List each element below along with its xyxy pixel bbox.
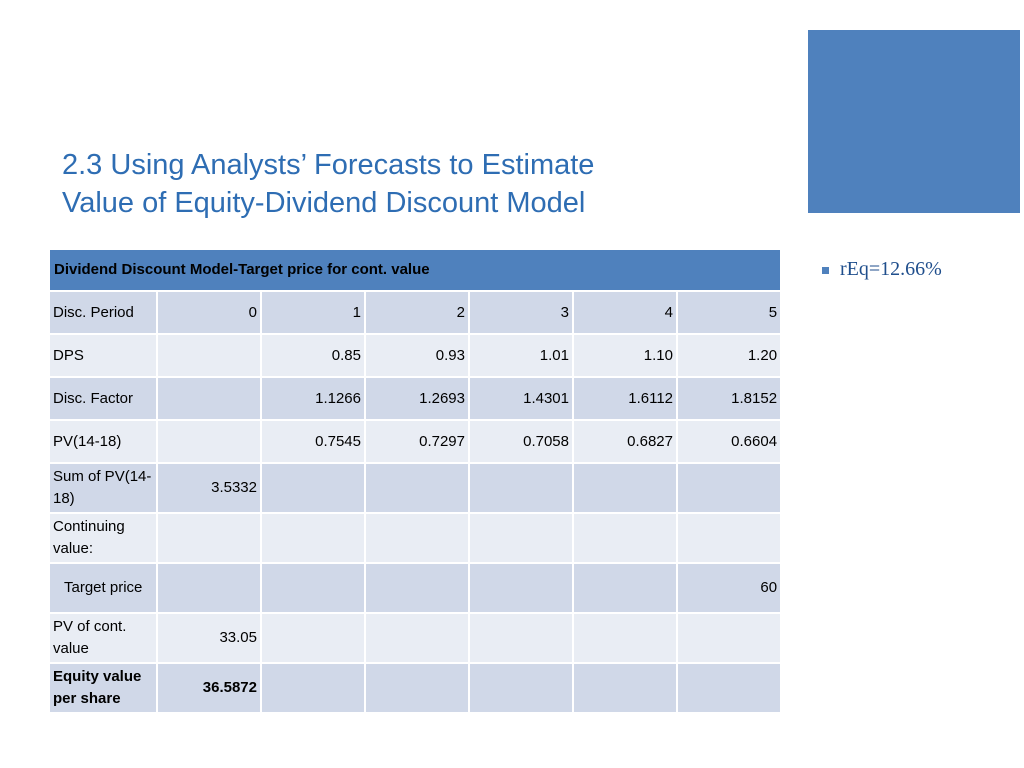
row-label: Target price [48,562,158,614]
table-cell [260,662,366,714]
table-cell: 0.85 [260,333,366,378]
table-cell [468,462,574,514]
table-cell [364,662,470,714]
table-header: Dividend Discount Model-Target price for… [47,248,783,292]
table-cell: 3.5332 [156,462,262,514]
table-row: Continuing value: [48,512,783,564]
table-cell [260,462,366,514]
table-cell [260,612,366,664]
table-cell: 3 [468,290,574,335]
table-cell: 0.6827 [572,419,678,464]
table-cell: 4 [572,290,678,335]
table-cell: 0 [156,290,262,335]
slide-title-line-1: 2.3 Using Analysts’ Forecasts to Estimat… [62,149,595,181]
table-cell [260,512,366,564]
table-cell [156,512,262,564]
table-cell: 36.5872 [156,662,262,714]
table-row: Disc. Period 0 1 2 3 4 5 [48,290,783,335]
row-label: Disc. Period [48,290,158,335]
table-cell [572,612,678,664]
table-cell [156,333,262,378]
table-cell: 0.7545 [260,419,366,464]
dividend-discount-table: Dividend Discount Model-Target price for… [47,248,783,714]
row-label: Equity value per share [48,662,158,714]
table-cell [364,612,470,664]
row-label: Continuing value: [48,512,158,564]
table-cell: 0.7058 [468,419,574,464]
table-row: Sum of PV(14-18) 3.5332 [48,462,783,514]
table-cell: 1.10 [572,333,678,378]
bullet-square-icon [822,266,829,274]
table-cell: 1.4301 [468,376,574,421]
table-cell [260,562,366,614]
table-row: Equity value per share 36.5872 [48,662,783,714]
table-cell [156,562,262,614]
table-cell: 1.2693 [364,376,470,421]
table-cell: 2 [364,290,470,335]
row-label: PV(14-18) [48,419,158,464]
table-cell [468,562,574,614]
table-header-row: Dividend Discount Model-Target price for… [47,248,783,292]
table-cell: 0.6604 [675,419,783,464]
table-cell [364,512,470,564]
table-cell: 0.93 [364,333,470,378]
table-row: Disc. Factor 1.1266 1.2693 1.4301 1.6112… [48,376,783,421]
table-cell [572,562,678,614]
table-cell [572,462,678,514]
table-cell [156,419,262,464]
table-cell: 0.7297 [364,419,470,464]
row-label: PV of cont. value [48,612,158,664]
table-cell: 60 [675,562,783,614]
table-cell: 1.8152 [675,376,783,421]
table-cell [364,562,470,614]
table-row: DPS 0.85 0.93 1.01 1.10 1.20 [48,333,783,378]
table-cell [468,512,574,564]
table-cell [572,662,678,714]
table-cell: 33.05 [156,612,262,664]
table-cell: 5 [675,290,783,335]
table-cell: 1.01 [468,333,574,378]
table-cell [675,512,783,564]
table-row: PV of cont. value 33.05 [48,612,783,664]
table-cell: 1.20 [675,333,783,378]
row-label: Sum of PV(14-18) [48,462,158,514]
table-cell [675,612,783,664]
table-cell [364,462,470,514]
bullet-item: rEq=12.66% [822,258,942,281]
table-cell [675,462,783,514]
table-cell [468,612,574,664]
accent-block [808,30,1020,213]
table-cell: 1.6112 [572,376,678,421]
table-row: PV(14-18) 0.7545 0.7297 0.7058 0.6827 0.… [48,419,783,464]
table-cell [468,662,574,714]
table-row: Target price 60 [48,562,783,614]
table-cell [572,512,678,564]
slide-title: 2.3 Using Analysts’ Forecasts to Estimat… [62,146,762,222]
slide-title-line-2: Value of Equity-Dividend Discount Model [62,187,586,219]
bullet-text: rEq=12.66% [840,258,942,280]
table-cell [675,662,783,714]
row-label: Disc. Factor [48,376,158,421]
table-cell: 1.1266 [260,376,366,421]
row-label: DPS [48,333,158,378]
table-cell [156,376,262,421]
table-cell: 1 [260,290,366,335]
